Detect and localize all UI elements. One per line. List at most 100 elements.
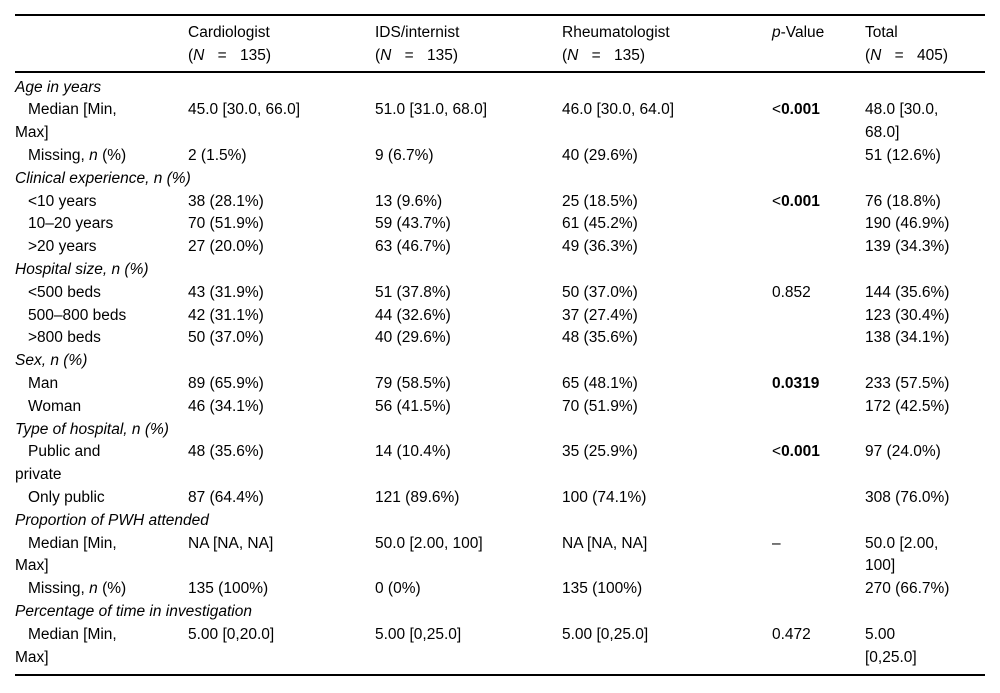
p-value-cell bbox=[772, 305, 865, 328]
cell-value: 9 (6.7%) bbox=[375, 146, 434, 164]
total-value: 48.0 [30.0, 68.0] bbox=[865, 101, 939, 142]
section-label: Hospital size, n (%) bbox=[15, 260, 149, 278]
column-header-total: Total (N = 405) bbox=[865, 15, 985, 72]
cell-value: 70 (51.9%) bbox=[188, 215, 264, 233]
row-label-cell: Man bbox=[15, 373, 188, 396]
section-row: Hospital size, n (%) bbox=[15, 259, 985, 282]
cell-value: 100 (74.1%) bbox=[562, 488, 647, 506]
cell-value: 13 (9.6%) bbox=[375, 192, 443, 210]
section-label: Age in years bbox=[15, 78, 102, 96]
ids-internist-cell: 56 (41.5%) bbox=[375, 396, 562, 419]
cell-value: 44 (32.6%) bbox=[375, 306, 451, 324]
row-label: >800 beds bbox=[28, 329, 101, 347]
data-row: <500 beds 43 (31.9%) 51 (37.8%) 50 (37.0%) 0… bbox=[15, 282, 985, 305]
cell-value: 5.00 [0,20.0] bbox=[188, 625, 275, 643]
column-title: Rheumatologist bbox=[562, 24, 670, 41]
data-row: Only public 87 (64.4%) 121 (89.6%) 100 (74.… bbox=[15, 487, 985, 510]
cardiologist-cell: 70 (51.9%) bbox=[188, 213, 375, 236]
section-row: Clinical experience, n (%) bbox=[15, 168, 985, 191]
row-label-cell: >20 years bbox=[15, 236, 188, 259]
rheumatologist-cell: 25 (18.5%) bbox=[562, 191, 772, 214]
p-value-cell bbox=[772, 327, 865, 350]
section-row: Sex, n (%) bbox=[15, 350, 985, 373]
cardiologist-cell: 46 (34.1%) bbox=[188, 396, 375, 419]
cell-value: 79 (58.5%) bbox=[375, 374, 451, 392]
cardiologist-cell: 42 (31.1%) bbox=[188, 305, 375, 328]
row-label: <10 years bbox=[28, 192, 97, 210]
column-title: Cardiologist bbox=[188, 24, 270, 41]
cell-value: 35 (25.9%) bbox=[562, 443, 638, 461]
data-row: Woman 46 (34.1%) 56 (41.5%) 70 (51.9%) 172 (… bbox=[15, 396, 985, 419]
column-header-ids_internist: IDS/internist (N = 135) bbox=[375, 15, 562, 72]
p-symbol: p bbox=[772, 24, 781, 41]
section-label: Proportion of PWH attended bbox=[15, 511, 209, 529]
data-row: Median [Min, Max] NA [NA, NA] 50.0 [2.00, … bbox=[15, 533, 985, 579]
cell-value: 46.0 [30.0, 64.0] bbox=[562, 101, 675, 119]
column-n-count: (N = 135) bbox=[562, 46, 646, 64]
p-value-cell bbox=[772, 145, 865, 168]
row-label: 500–800 beds bbox=[28, 306, 127, 324]
row-label-cell: 500–800 beds bbox=[15, 305, 188, 328]
total-value: 5.00 [0,25.0] bbox=[865, 625, 917, 666]
rheumatologist-cell: 5.00 [0,25.0] bbox=[562, 624, 772, 676]
total-cell: 139 (34.3%) bbox=[865, 236, 985, 259]
cell-value: 5.00 [0,25.0] bbox=[375, 625, 462, 643]
cell-value: 135 (100%) bbox=[562, 580, 643, 598]
rheumatologist-cell: 35 (25.9%) bbox=[562, 441, 772, 487]
data-row: 10–20 years 70 (51.9%) 59 (43.7%) 61 (45.2%… bbox=[15, 213, 985, 236]
p-value: – bbox=[772, 534, 781, 552]
n-symbol: N bbox=[567, 46, 579, 64]
n-symbol: N bbox=[870, 46, 882, 64]
p-value-cell bbox=[772, 578, 865, 601]
cell-value: 50 (37.0%) bbox=[562, 283, 638, 301]
cell-value: 121 (89.6%) bbox=[375, 488, 460, 506]
rheumatologist-cell: 135 (100%) bbox=[562, 578, 772, 601]
cardiologist-cell: 50 (37.0%) bbox=[188, 327, 375, 350]
cell-value: 59 (43.7%) bbox=[375, 215, 451, 233]
ids-internist-cell: 0 (0%) bbox=[375, 578, 562, 601]
data-row: Median [Min, Max] 45.0 [30.0, 66.0] 51.0 [… bbox=[15, 99, 985, 145]
cell-value: 48 (35.6%) bbox=[562, 329, 638, 347]
data-row: Public and private 48 (35.6%) 14 (10.4%) 35… bbox=[15, 441, 985, 487]
p-value-cell: 0.852 bbox=[772, 282, 865, 305]
ids-internist-cell: 59 (43.7%) bbox=[375, 213, 562, 236]
cell-value: 25 (18.5%) bbox=[562, 192, 638, 210]
cell-value: 42 (31.1%) bbox=[188, 306, 264, 324]
cardiologist-cell: 2 (1.5%) bbox=[188, 145, 375, 168]
p-value-prefix: < bbox=[772, 101, 782, 119]
rheumatologist-cell: 37 (27.4%) bbox=[562, 305, 772, 328]
paper-table-container: Cardiologist (N = 135) IDS/internist (N = 1… bbox=[15, 14, 985, 677]
total-cell: 233 (57.5%) bbox=[865, 373, 985, 396]
row-label: Man bbox=[28, 374, 59, 392]
cell-value: 46 (34.1%) bbox=[188, 397, 264, 415]
row-label-cell: Missing, n (%) bbox=[15, 145, 188, 168]
total-value: 172 (42.5%) bbox=[865, 397, 950, 415]
row-label: Woman bbox=[28, 397, 82, 415]
cell-value: 51 (37.8%) bbox=[375, 283, 451, 301]
row-label: Median [Min, Max] bbox=[15, 625, 117, 666]
row-label-cell: Median [Min, Max] bbox=[15, 99, 188, 145]
ids-internist-cell: 63 (46.7%) bbox=[375, 236, 562, 259]
column-header-rheumatologist: Rheumatologist (N = 135) bbox=[562, 15, 772, 72]
p-value-cell: 0.472 bbox=[772, 624, 865, 676]
total-cell: 123 (30.4%) bbox=[865, 305, 985, 328]
total-cell: 48.0 [30.0, 68.0] bbox=[865, 99, 985, 145]
total-value: 270 (66.7%) bbox=[865, 580, 950, 598]
row-label-cell: Public and private bbox=[15, 441, 188, 487]
total-cell: 50.0 [2.00, 100] bbox=[865, 533, 985, 579]
row-label: Median [Min, Max] bbox=[15, 101, 117, 142]
cell-value: 61 (45.2%) bbox=[562, 215, 638, 233]
row-label-cell: 10–20 years bbox=[15, 213, 188, 236]
row-label: <500 beds bbox=[28, 283, 101, 301]
rheumatologist-cell: 70 (51.9%) bbox=[562, 396, 772, 419]
section-row: Proportion of PWH attended bbox=[15, 510, 985, 533]
cell-value: 27 (20.0%) bbox=[188, 238, 264, 256]
cardiologist-cell: 135 (100%) bbox=[188, 578, 375, 601]
total-cell: 5.00 [0,25.0] bbox=[865, 624, 985, 676]
row-label: >20 years bbox=[28, 238, 97, 256]
cardiologist-cell: NA [NA, NA] bbox=[188, 533, 375, 579]
cardiologist-cell: 45.0 [30.0, 66.0] bbox=[188, 99, 375, 145]
data-row: Missing, n (%) 2 (1.5%) 9 (6.7%) 40 (29.6%)… bbox=[15, 145, 985, 168]
cell-value: NA [NA, NA] bbox=[562, 534, 648, 552]
total-value: 144 (35.6%) bbox=[865, 283, 950, 301]
